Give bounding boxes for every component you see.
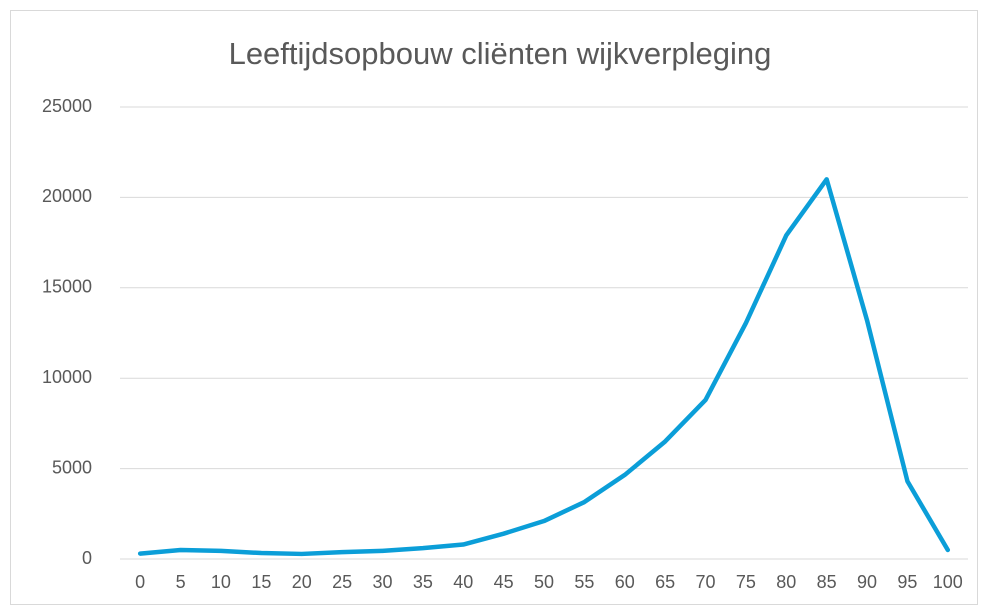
- x-tick-label: 10: [211, 572, 231, 592]
- x-tick-label: 50: [534, 572, 554, 592]
- x-tick-label: 100: [933, 572, 963, 592]
- chart-border: [10, 10, 978, 605]
- y-tick-label: 0: [82, 548, 92, 568]
- x-tick-label: 85: [817, 572, 837, 592]
- data-line: [137, 177, 951, 557]
- x-tick-label: 75: [736, 572, 756, 592]
- x-tick-label: 70: [696, 572, 716, 592]
- x-tick-label: 55: [574, 572, 594, 592]
- x-tick-label: 0: [135, 572, 145, 592]
- x-tick-label: 5: [176, 572, 186, 592]
- x-tick-label: 65: [655, 572, 675, 592]
- x-tick-label: 60: [615, 572, 635, 592]
- x-tick-label: 25: [332, 572, 352, 592]
- y-tick-label: 15000: [42, 277, 92, 297]
- y-tick-label: 25000: [42, 96, 92, 116]
- x-tick-label: 45: [494, 572, 514, 592]
- x-tick-label: 30: [372, 572, 392, 592]
- x-tick-label: 15: [251, 572, 271, 592]
- x-tick-label: 20: [292, 572, 312, 592]
- x-tick-label: 80: [776, 572, 796, 592]
- x-tick-label: 35: [413, 572, 433, 592]
- y-tick-label: 10000: [42, 367, 92, 387]
- y-tick-label: 5000: [52, 457, 92, 477]
- x-tick-label: 40: [453, 572, 473, 592]
- chart-title: Leeftijdsopbouw cliënten wijkverpleging: [229, 36, 772, 71]
- x-tick-label: 90: [857, 572, 877, 592]
- x-tick-label: 95: [897, 572, 917, 592]
- y-tick-label: 20000: [42, 186, 92, 206]
